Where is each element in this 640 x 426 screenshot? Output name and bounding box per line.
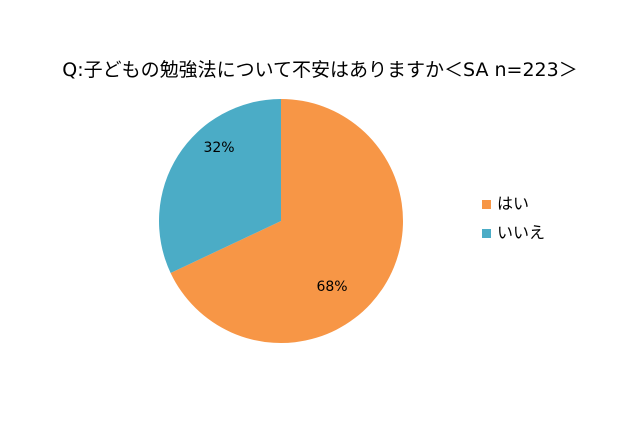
legend-item-no: いいえ <box>482 223 545 243</box>
legend-swatch-no <box>482 228 491 238</box>
pie-slices <box>158 98 403 343</box>
legend: はい いいえ <box>482 194 545 252</box>
legend-label-yes: はい <box>497 194 530 213</box>
slice-no <box>158 98 281 273</box>
legend-label-no: いいえ <box>497 223 546 242</box>
pie-labels: 68% 32% <box>203 140 347 295</box>
data-label-no: 32% <box>203 140 234 156</box>
slice-yes <box>170 99 403 343</box>
chart-title: Q:子どもの勉強法について不安はありますか＜SA n=223＞ <box>62 59 578 81</box>
data-label-yes: 68% <box>316 279 347 295</box>
legend-swatch-yes <box>482 199 491 209</box>
legend-item-yes: はい <box>482 194 545 214</box>
